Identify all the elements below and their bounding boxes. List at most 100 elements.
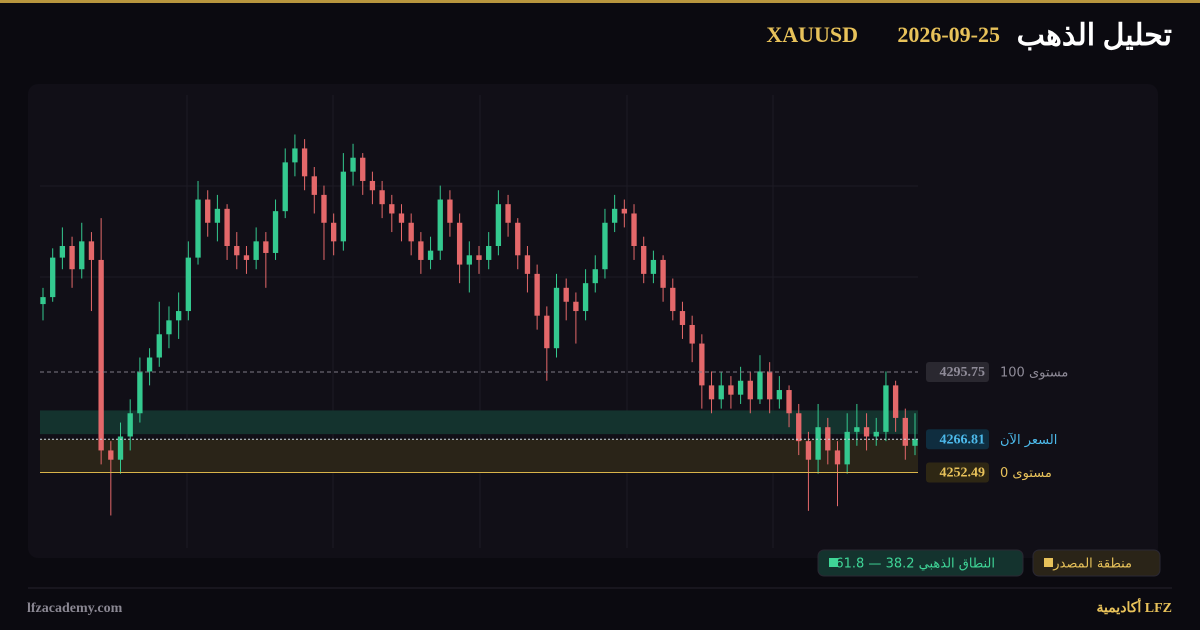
candle-body — [476, 255, 482, 260]
candle-body — [486, 246, 492, 260]
candle-body — [301, 148, 308, 177]
candle-body — [912, 439, 918, 446]
price-tag — [926, 462, 989, 483]
candle-body — [117, 436, 124, 460]
candle-body — [825, 427, 831, 451]
candle-body — [805, 441, 812, 460]
candle-body — [854, 427, 860, 432]
candle-body — [699, 343, 705, 386]
candle-body — [331, 222, 337, 242]
candle-body — [195, 199, 201, 258]
candle-body — [127, 413, 133, 437]
zone — [40, 439, 918, 473]
candle-body — [573, 301, 579, 312]
candle-body — [796, 413, 802, 442]
candle-body — [418, 241, 424, 260]
legend-pill — [1032, 549, 1161, 577]
legend-label: النطاق الذهبي 38.2 — 61.8 — [835, 557, 995, 572]
legend-swatch — [829, 558, 838, 567]
candle-body — [544, 315, 550, 349]
candle-body — [292, 148, 298, 163]
candle-body — [737, 380, 744, 395]
candle-body — [844, 431, 850, 465]
candle-body — [815, 427, 821, 460]
candle-body — [408, 222, 414, 242]
candle-body — [611, 208, 618, 223]
footer-brand: أكاديمية LFZ — [1096, 597, 1172, 616]
candle-body — [757, 371, 763, 400]
candle-body — [79, 241, 85, 270]
candle-body — [185, 257, 191, 312]
candle-body — [437, 199, 443, 251]
candle-body — [670, 287, 676, 312]
candle-body — [834, 450, 841, 465]
candle-body — [466, 255, 472, 265]
candle-body — [398, 213, 405, 223]
candle-body — [553, 287, 560, 349]
price-tag — [926, 362, 989, 383]
candle-body — [660, 259, 666, 288]
candle-body — [379, 190, 385, 205]
candle-body — [108, 450, 114, 460]
candle-body — [282, 162, 288, 212]
candle-body — [447, 199, 453, 223]
candle-body — [340, 171, 347, 242]
page-title: تحليل الذهب — [1017, 19, 1172, 52]
level-label: مستوى 100 — [1000, 366, 1068, 381]
candle-body — [534, 273, 540, 316]
symbol: XAUUSD — [766, 22, 858, 47]
candle-body — [863, 427, 870, 437]
candle-body — [50, 257, 56, 298]
candle-body — [582, 283, 589, 312]
candle-body — [767, 371, 773, 400]
legend-label: منطقة المصدر — [1052, 557, 1132, 572]
candle-body — [602, 222, 608, 270]
candle-body — [59, 246, 66, 258]
level-label: السعر الآن — [1000, 432, 1057, 448]
legend-swatch — [1044, 558, 1053, 567]
candle-body — [883, 385, 889, 432]
candle-body — [350, 157, 356, 172]
candle-body — [360, 157, 366, 181]
candle-body — [747, 380, 753, 400]
candle-body — [389, 204, 395, 214]
candle-body — [563, 287, 569, 302]
candle-body — [137, 371, 143, 414]
candle-body — [592, 269, 598, 284]
candle-body — [650, 259, 657, 274]
candle-body — [427, 250, 434, 260]
candle-body — [369, 180, 376, 191]
level-label: مستوى 0 — [1000, 466, 1052, 481]
candle-body — [156, 334, 162, 358]
candle-body — [175, 311, 182, 321]
candle-body — [98, 259, 104, 451]
legend: منطقة المصدر النطاق الذهبي 38.2 — 61.8 — [817, 549, 1161, 577]
candle-body — [902, 417, 908, 446]
zone — [40, 410, 918, 435]
candle-body — [214, 208, 221, 223]
candle-body — [456, 222, 463, 265]
candle-body — [40, 297, 46, 305]
zones — [40, 410, 918, 473]
candle-body — [88, 241, 95, 260]
candle-body — [515, 222, 521, 256]
candle-body — [69, 246, 75, 270]
candle-body — [205, 199, 211, 223]
candle-body — [263, 241, 269, 253]
candles — [40, 134, 918, 516]
price-tag — [926, 429, 989, 450]
candle-body — [708, 385, 715, 400]
candle-body — [253, 241, 259, 260]
chart-panel — [28, 84, 1158, 558]
candle-body — [234, 246, 240, 256]
date: 2026-09-25 — [897, 22, 1000, 47]
candle-body — [728, 385, 734, 395]
candle-body — [272, 211, 279, 253]
candle-body — [641, 246, 647, 274]
candle-body — [679, 311, 686, 325]
top-bar — [0, 0, 1200, 3]
price-tag-text: 4295.75 — [940, 365, 986, 380]
candle-body — [495, 204, 502, 246]
price-tag-text: 4266.81 — [940, 432, 986, 447]
candle-body — [718, 385, 724, 400]
